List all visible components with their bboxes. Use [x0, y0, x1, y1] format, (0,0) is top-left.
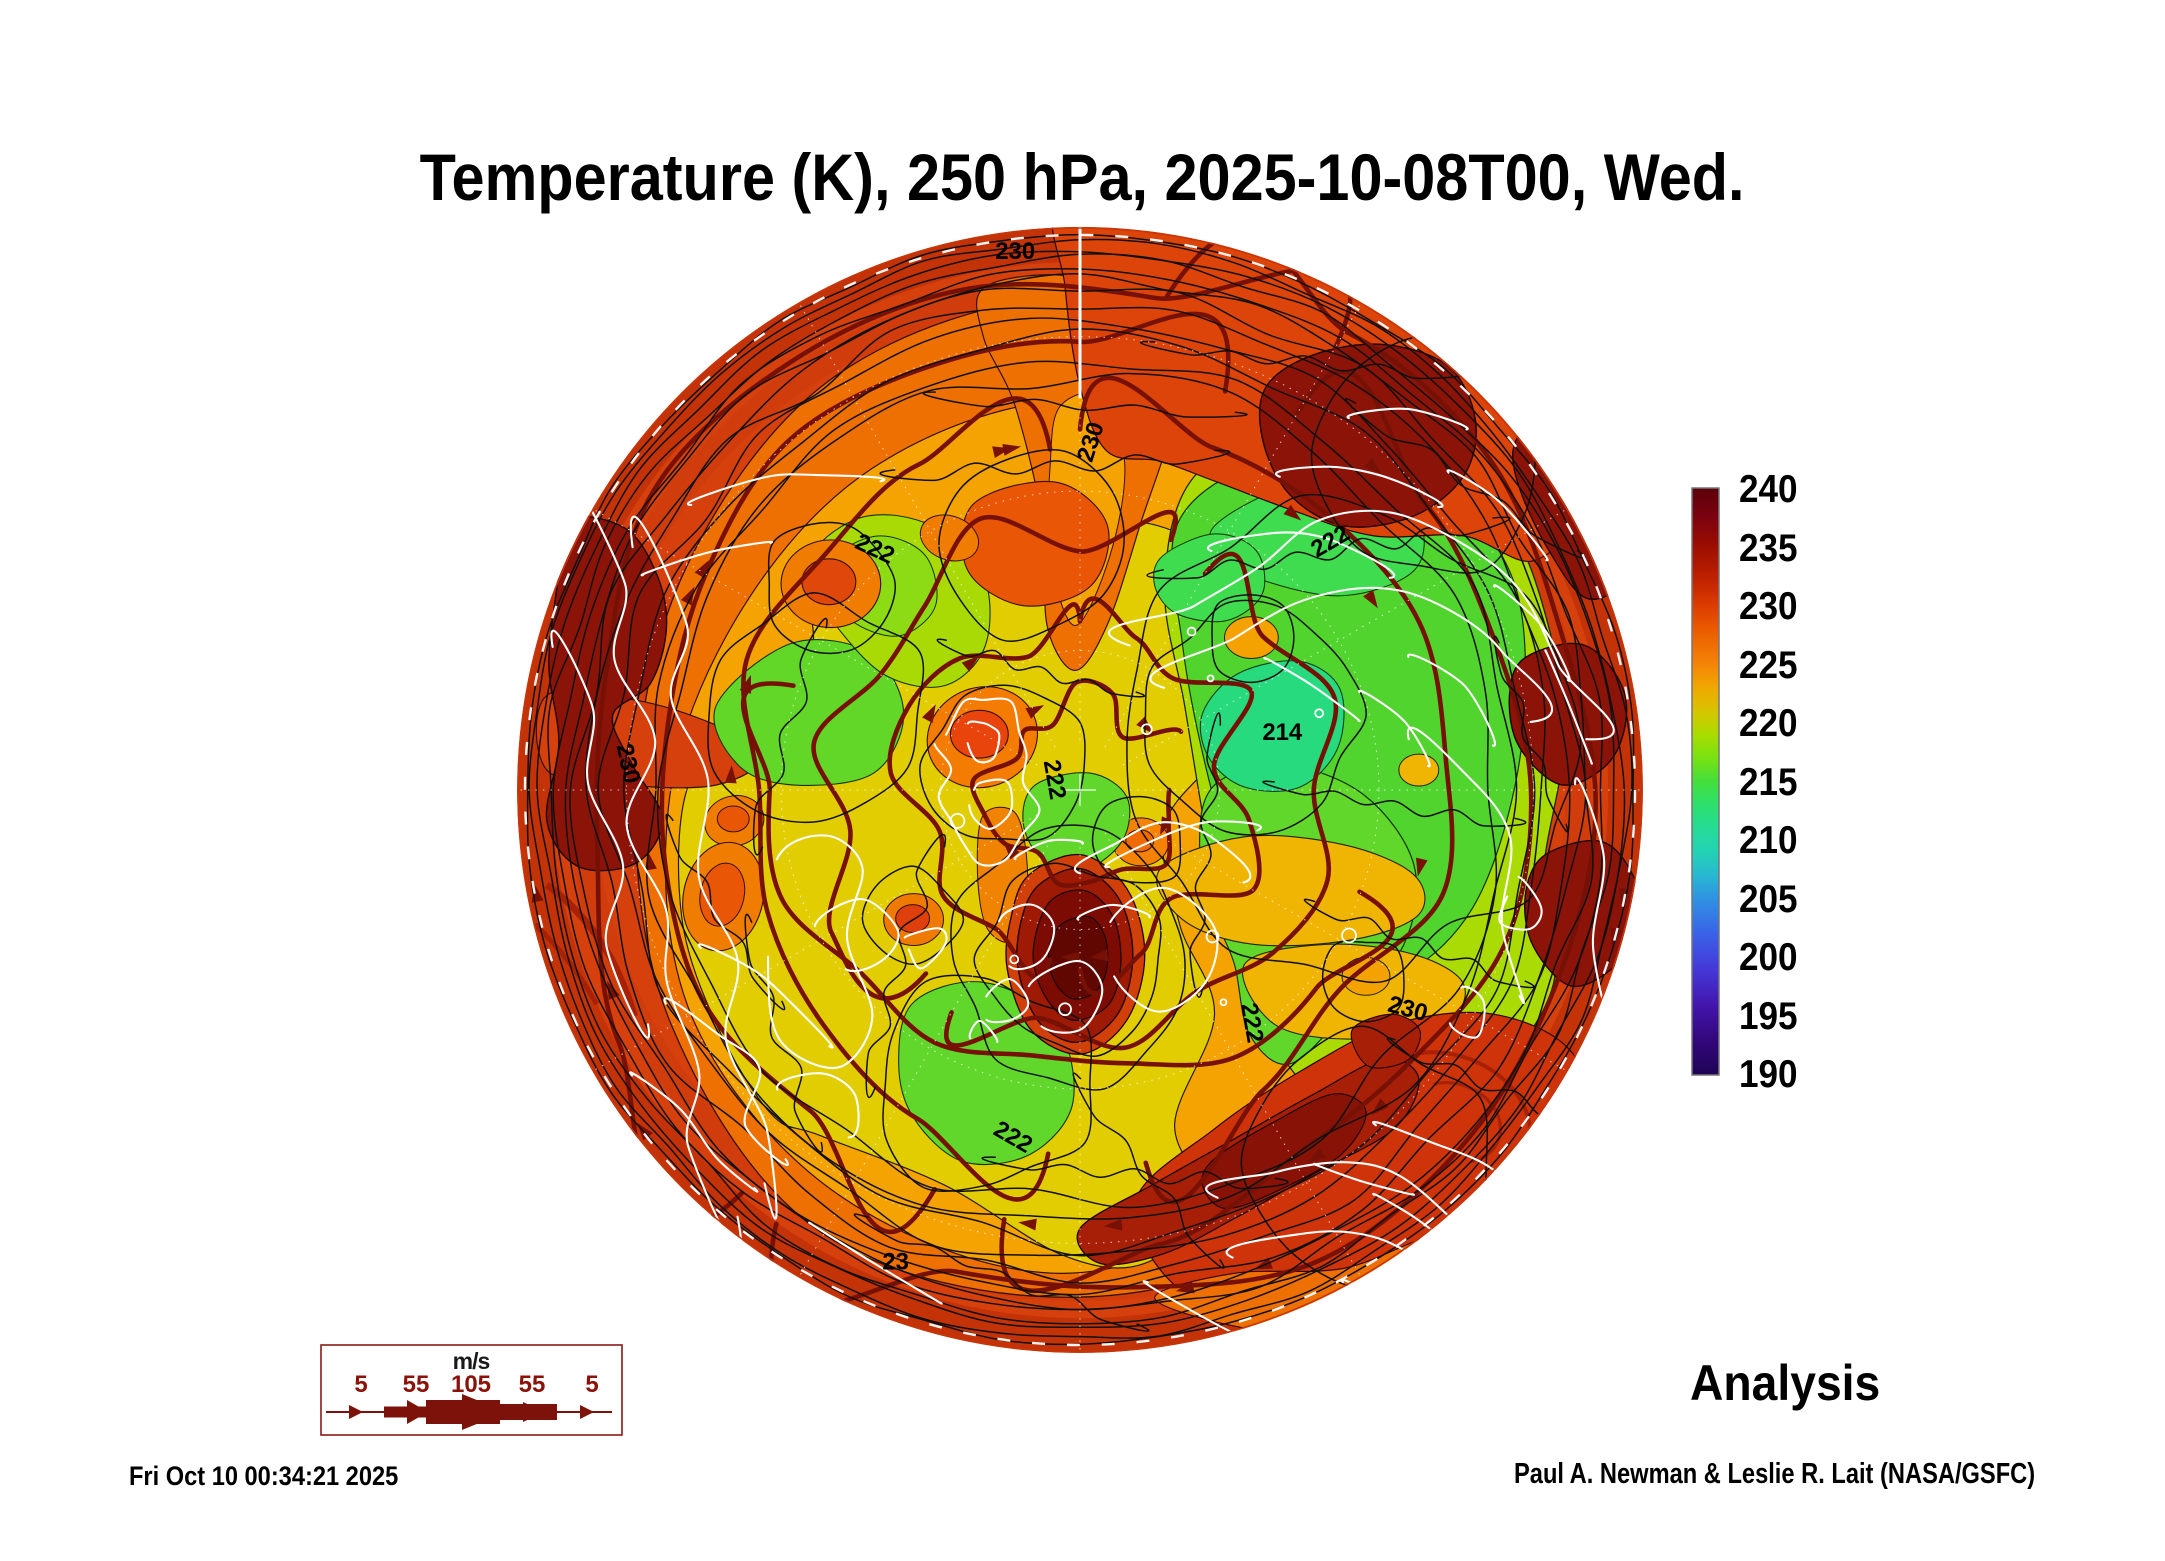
svg-text:23: 23 — [882, 1248, 909, 1275]
svg-text:5: 5 — [585, 1371, 598, 1398]
svg-text:5: 5 — [354, 1371, 367, 1398]
svg-text:55: 55 — [403, 1371, 430, 1398]
svg-text:m/s: m/s — [453, 1348, 490, 1374]
svg-text:55: 55 — [519, 1371, 546, 1398]
svg-text:230: 230 — [995, 238, 1035, 265]
svg-text:214: 214 — [1262, 719, 1303, 746]
svg-text:105: 105 — [451, 1371, 491, 1398]
